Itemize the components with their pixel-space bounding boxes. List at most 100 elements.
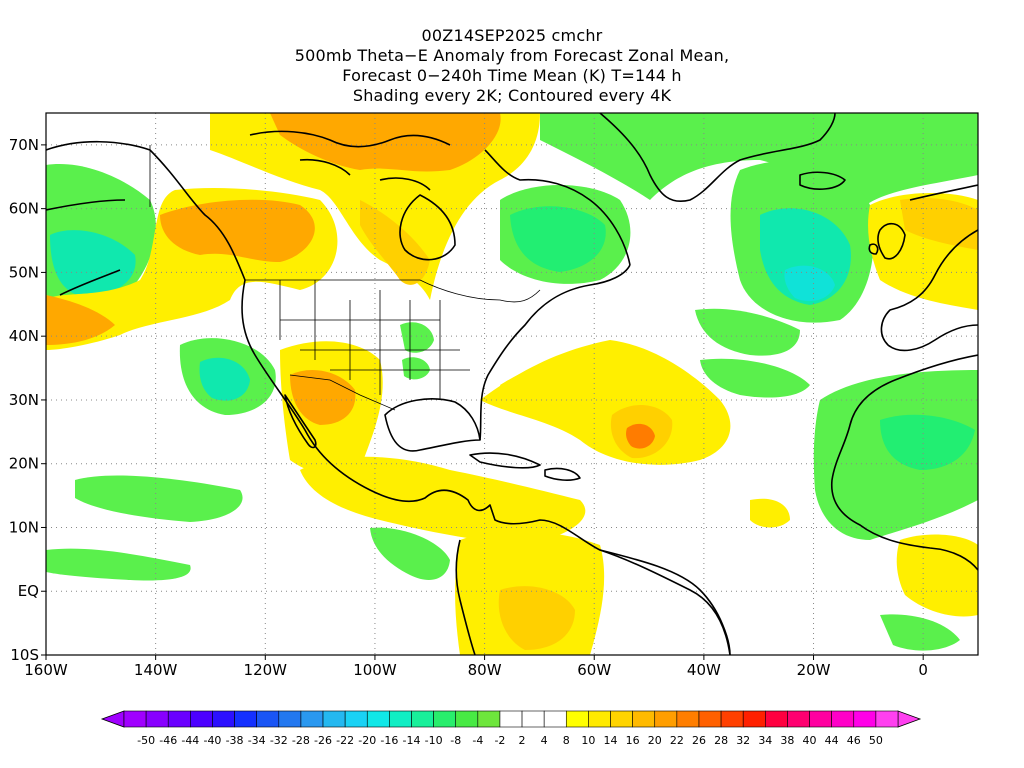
x-tick-label: 20W [797,661,831,679]
title-line-3: Forecast 0−240h Time Mean (K) T=144 h [342,66,682,85]
x-tick-label: 120W [244,661,288,679]
colorbar-label: 8 [563,734,570,747]
colorbar-swatch [698,710,722,728]
colorbar-label: -2 [494,734,505,747]
colorbar: -50 -46 -44 -40 -38 -34 -32 -28 -26 -22 -20 -16 -14-… [100,710,922,747]
colorbar-label: -22 [336,734,354,747]
y-tick-label: 30N [9,391,39,409]
colorbar-label: -50 [137,734,155,747]
x-tick-label: 0 [918,661,928,679]
positive-anomaly-east-atlantic-equator [750,498,790,528]
colorbar-swatch [145,710,169,728]
y-tick-label: 10S [10,646,39,664]
y-tick-label: 60N [9,200,39,218]
colorbar-label: -14 [403,734,421,747]
positive-anomaly-alaska-canada-core [160,199,315,262]
colorbar-swatch [344,710,368,728]
positive-anomaly-europe-core [900,198,978,250]
colorbar-label: 10 [581,734,595,747]
colorbar-swatch [632,710,656,728]
positive-anomaly-central-america [300,456,586,545]
coastline-greenland [599,113,836,202]
colorbar-swatch [123,710,147,728]
y-tick-label: 40N [9,327,39,345]
negative-anomaly-azores [700,358,810,398]
coastline-labrador [484,149,631,266]
colorbar-label: -40 [203,734,221,747]
colorbar-swatch [809,710,832,728]
colorbar-label: -44 [181,734,199,747]
colorbar-max-arrow [897,710,922,728]
colorbar-label: -46 [159,734,177,747]
colorbar-swatch [278,710,302,728]
colorbar-swatch [212,710,235,728]
colorbar-label: -16 [380,734,398,747]
negative-anomaly-north-atlantic-center [784,265,835,302]
colorbar-swatch [455,710,479,728]
colorbar-swatch [676,710,700,728]
colorbar-label: 50 [869,734,883,747]
colorbar-swatch [411,710,434,728]
map-frame [45,112,979,656]
colorbar-label: 26 [692,734,706,747]
colorbar-swatch [477,710,501,728]
y-tick-label: EQ [18,582,39,600]
colorbar-label: -8 [450,734,461,747]
coastline-south-america [455,539,731,655]
political-boundaries [149,145,541,411]
colorbar-swatch [366,710,390,728]
colorbar-label: 40 [803,734,817,747]
positive-anomaly-gulf-of-alaska [46,295,115,345]
colorbar-label: 4 [541,734,548,747]
longitude-axis: 160W 140W 120W 100W 80W 60W 40W 20W 0 [24,655,928,679]
negative-anomaly-sahel [880,414,975,470]
colorbar-swatch [234,710,257,728]
negative-anomaly-tropical-pacific-south [46,548,191,581]
colorbar-label: 14 [604,734,618,747]
title-line-4: Shading every 2K; Contoured every 4K [352,86,672,105]
colorbar-label: -26 [314,734,332,747]
negative-anomaly-labrador-core [510,206,606,272]
colorbar-swatch [742,710,766,728]
y-tick-label: 10N [9,518,39,536]
border-us-mexico [289,374,396,411]
negative-anomaly-greenland [540,113,978,210]
colorbar-swatch [565,710,589,728]
colorbar-label: -38 [226,734,244,747]
latitude-axis: 70N 60N 50N 40N 30N 20N 10N EQ 10S [9,136,46,664]
colorbar-swatch [300,710,324,728]
x-tick-label: 100W [353,661,397,679]
negative-anomaly-ohio-valley [402,357,430,380]
colorbar-label: -20 [358,734,376,747]
colorbar-swatch [588,710,611,728]
negative-anomaly-south-atlantic [880,614,960,651]
border-us-canada [245,279,541,303]
x-tick-label: 160W [24,661,68,679]
coastline-alaska-islands [46,199,126,296]
coastline-baja [284,394,317,449]
x-tick-label: 140W [134,661,178,679]
colorbar-label: -4 [472,734,483,747]
negative-anomaly-mid-atlantic [695,308,800,356]
colorbar-label: -34 [248,734,266,747]
colorbar-swatch [853,710,877,728]
coastlines [46,113,978,655]
colorbar-swatch [787,710,810,728]
x-tick-label: 60W [577,661,611,679]
coastline-hudson-bay [399,194,456,261]
colorbar-label: -32 [270,734,288,747]
colorbar-label: -28 [292,734,310,747]
colorbar-swatch [322,710,346,728]
colorbar-swatch [190,710,213,728]
colorbar-min-arrow [100,710,125,728]
positive-anomaly-hurricane-core [626,423,655,449]
colorbar-label: 16 [626,734,640,747]
colorbar-swatch [765,710,788,728]
colorbar-label: 34 [758,734,772,747]
coastline-east-coast [479,264,631,441]
colorbar-swatch [831,710,855,728]
coastline-british-isles [868,222,906,260]
colorbar-swatch [521,710,545,728]
anomaly-shading [46,113,978,655]
y-tick-label: 70N [9,136,39,154]
